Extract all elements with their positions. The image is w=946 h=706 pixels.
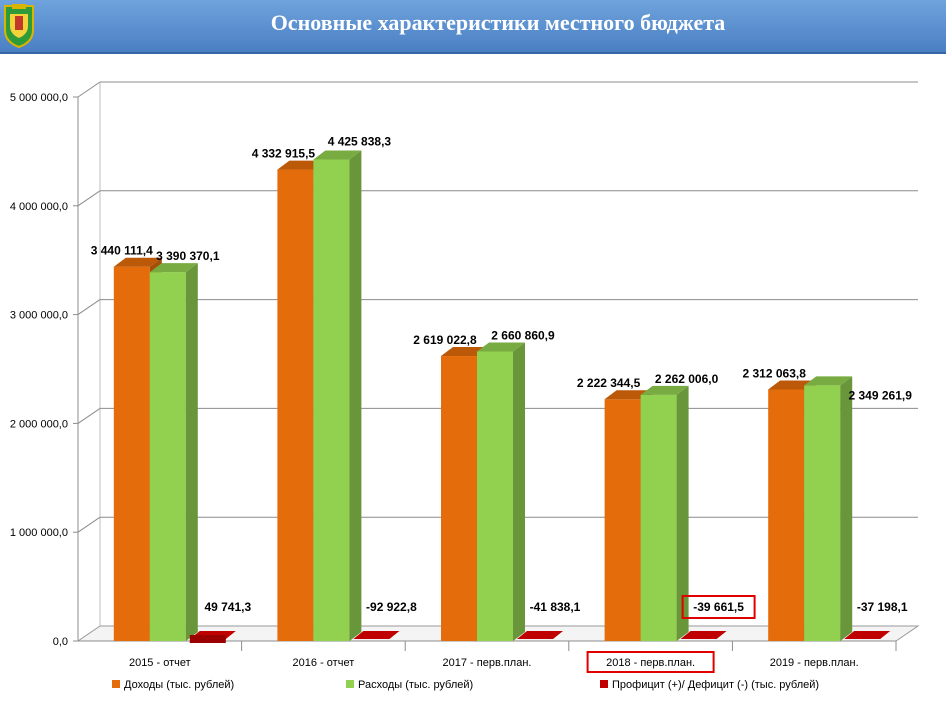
data-label: 3 390 370,1 [156,249,220,263]
gridline-depth [77,81,101,98]
data-label: -39 661,5 [693,600,744,614]
x-tick-label: 2016 - отчет [293,657,355,669]
legend-label: Профицит (+)/ Дефицит (-) (тыс. рублей) [612,679,819,691]
y-tick-label: 2 000 000,0 [10,418,68,430]
bar-expense-front [804,385,841,641]
legend-swatch [112,680,120,688]
bar-expense-top [640,385,689,395]
bar-balance [844,631,891,639]
bar-expense [804,376,853,641]
bar-expense [640,385,689,641]
bar-balance-top [353,631,400,639]
bar-expense-side [676,385,689,641]
legend-swatch [346,680,354,688]
data-label: -92 922,8 [366,600,417,614]
bar-balance [517,631,563,639]
page-title: Основные характеристики местного бюджета [270,10,726,35]
y-tick-label: 1 000 000,0 [10,527,68,539]
x-tick-label: 2018 - перв.план. [606,657,695,669]
bar-balance [189,631,236,643]
legend-label: Доходы (тыс. рублей) [124,679,234,691]
bar-expense [313,150,362,641]
x-tick-label: 2017 - перв.план. [443,657,532,669]
bar-balance-front [189,635,226,643]
bar-expense-side [840,376,853,641]
title-bar: Основные характеристики местного бюджета [0,0,946,54]
bar-balance-top [680,631,727,639]
data-label: 4 425 838,3 [328,134,392,148]
highlight-box [681,595,756,619]
data-label: 49 741,3 [204,600,251,614]
legend-swatch [600,680,608,688]
bar-expense-front [477,351,513,641]
gridline-depth [77,190,101,207]
legend-label: Расходы (тыс. рублей) [358,679,473,691]
bar-balance-top [844,631,891,639]
bar-expense-front [640,394,677,641]
data-label: 4 332 915,5 [252,147,316,161]
bar-income-top [113,257,162,267]
data-label: 2 222 344,5 [577,376,641,390]
gridline-depth [77,407,101,424]
gridline-depth [77,516,101,533]
data-label: 3 440 111,4 [91,244,153,258]
bar-balance-top [517,631,563,639]
bar-expense [149,263,198,641]
bar-expense-top [804,376,853,386]
bar-income-front [604,399,641,641]
y-tick-label: 3 000 000,0 [10,310,68,322]
coat-of-arms-icon [4,4,34,48]
bar-expense [477,342,525,641]
bar-expense-side [349,150,362,641]
data-label: 2 312 063,8 [742,366,806,380]
bar-income-front [768,389,805,641]
data-label: 2 262 006,0 [655,372,719,386]
bar-expense-top [477,342,525,352]
data-label: -41 838,1 [530,600,581,614]
legend: Доходы (тыс. рублей) Расходы (тыс. рублей… [112,679,819,691]
bar-expense-side [513,342,525,641]
bar-income-front [441,356,477,641]
bar-expense-front [149,272,186,641]
data-label: 2 619 022,8 [413,333,477,347]
bar-expense-top [313,150,362,160]
gridline-depth [77,299,101,316]
x-tick-label: 2015 - отчет [129,657,191,669]
label-layer: 3 440 111,4 3 390 370,1 49 741,3 4 332 915,… [91,134,912,619]
data-label: 2 660 860,9 [491,328,555,342]
bar-income-front [277,169,314,641]
data-label: 2 349 261,9 [848,388,912,402]
y-tick-label: 4 000 000,0 [10,201,68,213]
bar-income-front [113,266,150,641]
x-tick-label: 2019 - перв.план. [770,657,859,669]
data-label: -37 198,1 [857,600,908,614]
bar-layer [113,150,891,643]
bar-balance [680,631,727,639]
bar-expense-front [313,159,350,641]
highlight-box [586,651,715,673]
bar-expense-top [149,263,198,273]
bar-balance [353,631,400,639]
bar-expense-side [185,263,198,641]
y-tick-label: 0,0 [53,636,68,648]
y-tick-label: 5 000 000,0 [10,92,68,104]
